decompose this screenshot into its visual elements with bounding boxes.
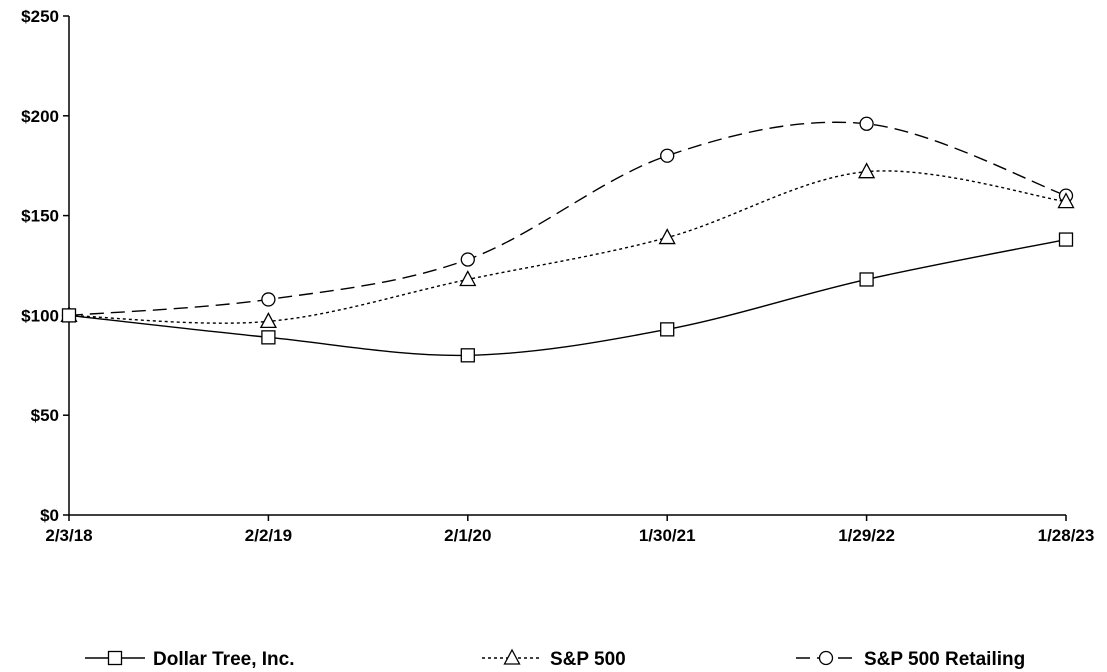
legend-square-marker (107, 650, 123, 666)
legend: Dollar Tree, Inc. S&P 500 S&P 500 Retailin… (85, 648, 1025, 670)
x-tick-label: 1/30/21 (639, 526, 696, 545)
circle-marker (261, 292, 276, 307)
square-marker (1058, 232, 1074, 247)
legend-label: Dollar Tree, Inc. (153, 649, 295, 670)
legend-item: S&P 500 Retailing (796, 649, 1025, 670)
legend-item: S&P 500 (482, 648, 626, 670)
circle-marker (660, 148, 675, 163)
legend-triangle-marker (503, 648, 521, 665)
square-marker (859, 272, 874, 287)
series-line (68, 238, 1067, 357)
y-tick-label: $50 (31, 406, 59, 425)
series-line (68, 121, 1067, 317)
series-layer (60, 116, 1075, 363)
square-marker (61, 308, 77, 323)
square-marker (660, 322, 675, 337)
triangle-marker (459, 270, 477, 287)
x-axis-ticks: 2/3/18 2/2/19 2/1/20 1/30/21 1/29/22 1/28/23 (45, 515, 1094, 545)
x-tick-label: 1/28/23 (1038, 526, 1095, 545)
x-tick-label: 2/1/20 (444, 526, 491, 545)
series-s-p-500-retailing (61, 116, 1074, 323)
square-marker (261, 330, 276, 345)
y-tick-label: $250 (21, 7, 59, 26)
y-tick-label: $100 (21, 306, 59, 325)
x-tick-label: 2/3/18 (45, 526, 92, 545)
legend-label: S&P 500 (550, 649, 626, 670)
x-tick-label: 2/2/19 (245, 526, 292, 545)
series-line (68, 170, 1067, 324)
triangle-marker (1057, 192, 1075, 209)
triangle-marker (658, 228, 676, 245)
series-dollar-tree-inc (61, 232, 1074, 363)
square-marker (460, 348, 475, 363)
legend-label: S&P 500 Retailing (864, 649, 1025, 670)
legend-item: Dollar Tree, Inc. (85, 649, 295, 670)
y-tick-label: $0 (40, 506, 59, 525)
y-tick-label: $150 (21, 207, 59, 226)
triangle-marker (259, 312, 277, 329)
circle-marker (460, 252, 475, 267)
x-tick-label: 1/29/22 (838, 526, 895, 545)
triangle-marker (858, 162, 876, 179)
y-tick-label: $200 (21, 107, 59, 126)
circle-marker (859, 116, 874, 131)
y-axis-ticks: $0 $50 $100 $150 $200 $250 (21, 7, 69, 525)
legend-circle-marker (818, 650, 834, 666)
series-s-p-500 (60, 162, 1075, 329)
